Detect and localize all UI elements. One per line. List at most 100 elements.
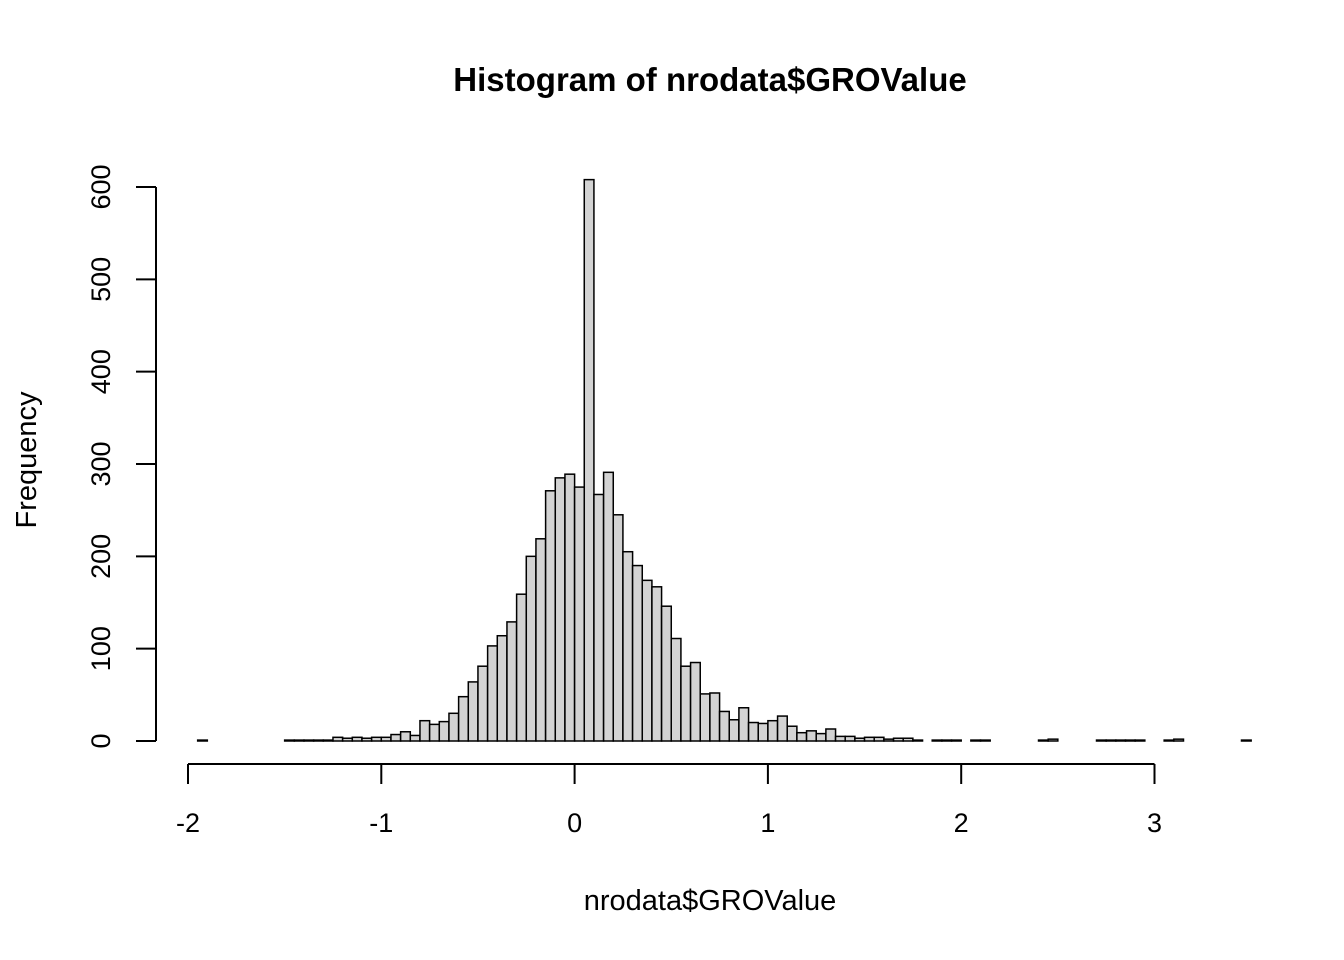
histogram-bar [631,564,644,742]
histogram-bar [525,555,537,742]
histogram-bar [428,723,441,742]
histogram-bar [1115,739,1127,742]
histogram-bar [912,739,924,742]
histogram-bar [351,736,363,742]
histogram-bar [380,736,392,742]
histogram-bar [689,661,701,742]
histogram-bar [892,737,904,742]
histogram-bar [332,736,344,742]
y-tick-label: 500 [86,257,116,302]
histogram-bar [641,579,653,742]
histogram-bar [1105,739,1117,742]
x-tick-label: -2 [176,808,200,838]
histogram-bar [873,736,885,742]
histogram-bar [602,471,615,742]
histogram-bar [844,735,856,742]
histogram-bar [583,178,595,742]
histogram-bar [1124,739,1136,742]
histogram-bar [303,739,315,742]
histogram-bar [805,730,817,742]
histogram-bar [515,593,528,742]
histogram-bar [1134,739,1146,742]
y-axis: 0 100 200 300 400 500 600 [86,164,157,749]
histogram-bar [979,739,991,742]
histogram-bars [196,178,1252,742]
histogram-bar [1095,739,1107,742]
y-tick-label: 400 [86,349,116,394]
histogram-bar [506,621,518,742]
histogram-bar [747,721,759,742]
y-tick-label: 100 [86,626,116,671]
histogram-bar [728,719,740,742]
y-tick-label: 200 [86,534,116,579]
histogram-bar [796,731,808,742]
x-axis-label: nrodata$GROValue [584,885,837,917]
histogram-bar [322,739,334,742]
histogram-bar [293,739,305,742]
histogram-bar [931,739,943,742]
histogram-bar [622,550,634,742]
histogram-bar [1037,739,1049,742]
histogram-bar [573,486,586,742]
histogram-bar [718,710,731,742]
histogram-bar [902,737,914,742]
histogram-bar [709,692,721,742]
histogram-bar [390,733,402,742]
histogram-bar [825,728,837,742]
x-tick-label: -1 [369,808,393,838]
x-tick-label: 1 [760,808,775,838]
histogram-bar [680,665,692,742]
histogram-bar [593,493,605,742]
histogram-bar [1173,738,1185,742]
histogram-bar [361,737,373,742]
y-tick-label: 600 [86,164,116,209]
histogram-bar [660,605,673,742]
histogram-bar [738,707,750,742]
x-tick-label: 3 [1147,808,1162,838]
histogram-bar [438,720,450,742]
histogram-bar [399,731,412,742]
histogram-bar [757,722,769,742]
histogram-bar [670,637,682,742]
histogram-bar [1240,739,1252,742]
histogram-bar [786,725,798,742]
y-tick-label: 300 [86,441,116,486]
histogram-bar [535,538,547,742]
histogram-bar [312,739,325,742]
histogram-bar [854,737,866,742]
y-tick-label: 0 [86,733,116,748]
histogram-bar [834,735,846,742]
histogram-bar [564,473,576,742]
histogram-bar [496,634,508,742]
histogram-bar [776,715,788,742]
histogram-bar [409,734,421,742]
x-tick-label: 0 [567,808,582,838]
histogram-bar [883,738,895,742]
histogram-bar [815,732,827,742]
histogram-bar [544,490,557,742]
chart-title: Histogram of nrodata$GROValue [453,61,966,98]
histogram-bar [1047,738,1059,742]
histogram-bar [196,739,209,742]
histogram-bar [486,645,499,742]
histogram-bar [467,681,479,742]
histogram-bar [612,514,624,742]
histogram-bar [651,586,663,742]
histogram-bar [370,736,383,742]
histogram-bar [699,693,711,742]
histogram-bar [448,712,460,742]
y-axis-label: Frequency [11,391,43,529]
histogram-bar [419,719,431,742]
histogram-bar [970,739,982,742]
histogram-bar [477,665,489,742]
histogram-bar [863,736,875,742]
histogram-bar [1163,739,1175,742]
histogram-bar [341,737,354,742]
histogram-bar [554,477,566,742]
x-axis: -2 -1 0 1 2 3 [176,763,1162,838]
histogram-bar [941,739,953,742]
histogram-bar [767,719,779,742]
histogram-bar [950,739,962,742]
